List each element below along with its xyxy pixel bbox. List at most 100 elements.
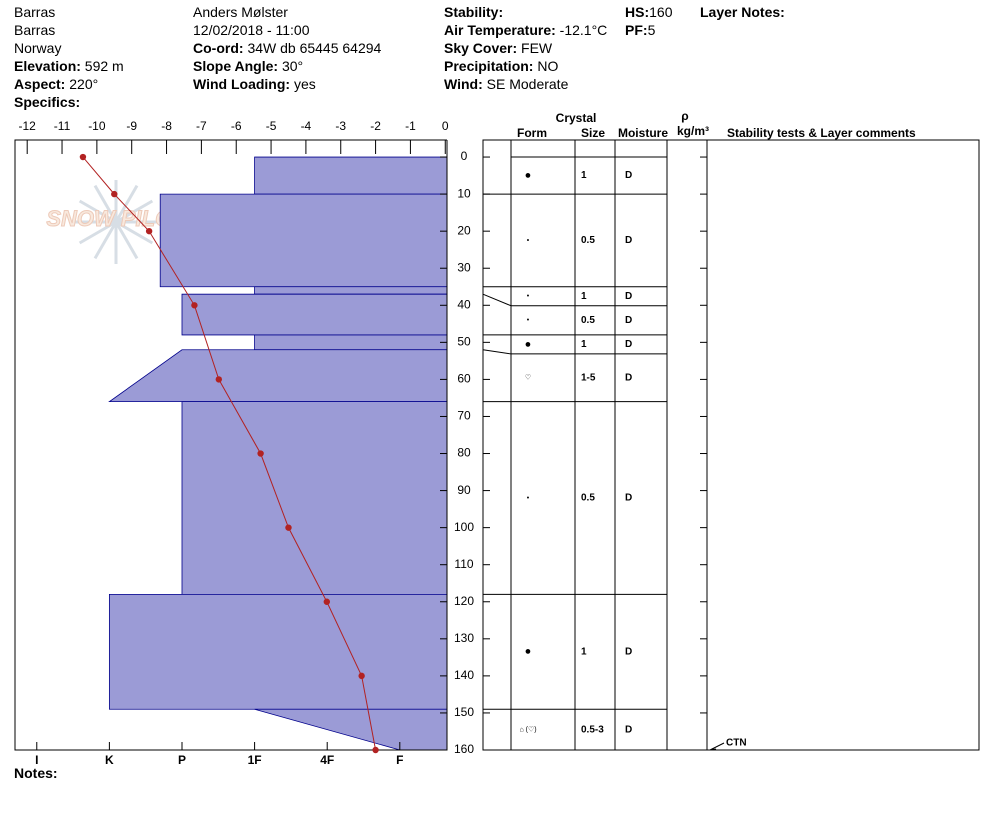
temperature-point: [372, 746, 379, 754]
crystal-size: 0.5: [581, 493, 595, 504]
temperature-point: [358, 672, 365, 680]
density-unit: kg/m³: [677, 124, 709, 138]
x-tick-label: -2: [370, 119, 381, 133]
crystal-form: •: [527, 495, 530, 502]
precip: Precipitation: NO: [444, 58, 558, 74]
x-tick-label: -9: [126, 119, 137, 133]
wind: Wind: SE Moderate: [444, 76, 569, 92]
y-tick-label: 140: [454, 668, 474, 682]
value: 592 m: [85, 58, 124, 74]
moisture: D: [625, 646, 632, 657]
hardness-layer: [108, 593, 448, 710]
hardness-tick-label: I: [35, 753, 38, 767]
y-tick-label: 90: [457, 483, 471, 497]
snowflake-arm: [78, 199, 154, 245]
crystal-header: Crystal: [556, 111, 597, 125]
y-tick-label: 40: [457, 297, 471, 311]
crystal-size: 1: [581, 339, 587, 350]
stability: Stability:: [444, 4, 503, 20]
x-tick-label: -10: [88, 119, 106, 133]
table-columns: [510, 140, 708, 750]
label: Wind Loading:: [193, 76, 290, 92]
x-tick-label: -8: [161, 119, 172, 133]
crystal-form: •: [527, 237, 530, 244]
temperature-point: [191, 302, 198, 309]
hardness-layer: [254, 334, 448, 351]
slope: Slope Angle: 30°: [193, 58, 303, 74]
crystal-form: ●: [525, 169, 532, 181]
y-tick-label: 150: [454, 705, 474, 719]
y-tick-label: 20: [457, 223, 471, 237]
test-label: CTN: [726, 738, 747, 749]
y-tick-label: 120: [454, 594, 474, 608]
x-tick-label: -12: [19, 119, 37, 133]
crystal-size: 1: [581, 646, 587, 657]
value: 5: [648, 22, 656, 38]
value: 220°: [69, 76, 98, 92]
value: SE Moderate: [487, 76, 569, 92]
value: 160: [649, 4, 673, 20]
value: yes: [294, 76, 316, 92]
label: HS:: [625, 4, 649, 20]
temperature-line: [82, 156, 377, 751]
hardness-tick-label: 4F: [320, 753, 334, 767]
coord: Co-ord: 34W db 65445 64294: [193, 40, 382, 56]
x-tick-label: 0: [442, 119, 449, 133]
value: 34W db 65445 64294: [247, 40, 381, 56]
temperature-point: [215, 376, 223, 383]
crystal-form: ●: [525, 338, 532, 350]
location: Barras: [14, 22, 55, 38]
x-tick-label: -11: [54, 119, 71, 133]
label: Sky Cover:: [444, 40, 517, 56]
moisture: D: [625, 372, 632, 383]
y-tick-label: 50: [457, 335, 471, 349]
hardness-layer: [181, 401, 448, 595]
y-tick-label: 60: [457, 372, 471, 386]
value: -12.1°C: [560, 22, 608, 38]
crystal-size: 1: [581, 170, 587, 181]
plot-frame: [14, 139, 448, 751]
crystal-size: 1: [581, 291, 587, 302]
label: Aspect:: [14, 76, 65, 92]
layer-connector: [482, 349, 512, 355]
test-arrow: [709, 742, 725, 751]
hardness-tick-label: K: [105, 753, 114, 767]
hs: HS:160: [625, 4, 673, 20]
moisture: D: [625, 493, 632, 504]
sky: Sky Cover: FEW: [444, 40, 553, 56]
crystal-size: 0.5: [581, 235, 595, 246]
moisture-header: Moisture: [618, 126, 668, 140]
crystal-form: ♡: [525, 374, 531, 382]
layer-notes: Layer Notes:: [700, 4, 785, 20]
moisture: D: [625, 724, 632, 735]
label: Air Temperature:: [444, 22, 556, 38]
x-tick-label: -3: [335, 119, 346, 133]
notes: Notes:: [14, 765, 58, 781]
value: NO: [537, 58, 558, 74]
aspect: Aspect: 220°: [14, 76, 98, 92]
temperature-point: [79, 153, 87, 161]
elevation: Elevation: 592 m: [14, 58, 124, 74]
y-tick-label: 130: [454, 631, 474, 645]
value: FEW: [521, 40, 553, 56]
hardness-tick-label: P: [178, 753, 186, 767]
form-header: Form: [517, 126, 547, 140]
specifics: Specifics:: [14, 94, 80, 110]
comments-header: Stability tests & Layer comments: [727, 126, 916, 140]
label: Elevation:: [14, 58, 81, 74]
site: Barras: [14, 4, 55, 20]
x-tick-label: -5: [266, 119, 277, 133]
size-header: Size: [581, 126, 605, 140]
x-tick-label: -4: [301, 119, 312, 133]
crystal-form: ●: [525, 646, 532, 658]
y-tick-label: 10: [457, 186, 471, 200]
country: Norway: [14, 40, 61, 56]
y-tick-label: 30: [457, 260, 471, 274]
wind-loading: Wind Loading: yes: [193, 76, 316, 92]
y-tick-label: 110: [454, 557, 473, 571]
observer: Anders Mølster: [193, 4, 288, 20]
value: 30°: [282, 58, 303, 74]
temperature-point: [323, 598, 331, 605]
label: Precipitation:: [444, 58, 533, 74]
y-tick-label: 160: [454, 742, 474, 756]
